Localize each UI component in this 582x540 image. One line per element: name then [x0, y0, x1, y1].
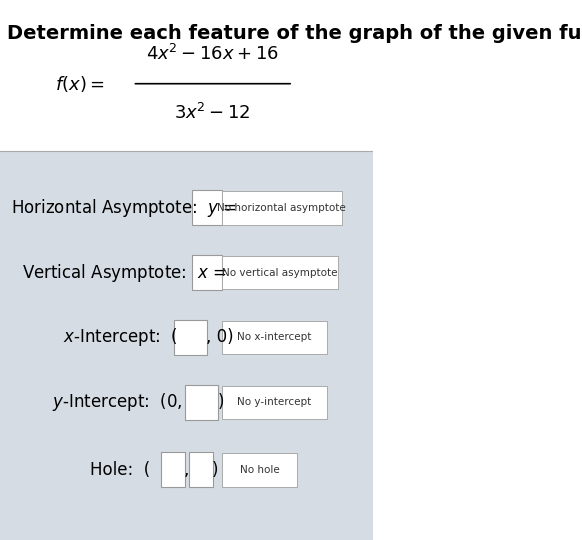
- Text: $y$-Intercept:  (0,: $y$-Intercept: (0,: [52, 392, 183, 413]
- Text: , 0): , 0): [207, 328, 234, 347]
- FancyBboxPatch shape: [0, 0, 373, 151]
- FancyBboxPatch shape: [189, 453, 213, 487]
- FancyBboxPatch shape: [161, 453, 184, 487]
- Text: ): ): [218, 393, 224, 411]
- Text: $4x^2 - 16x + 16$: $4x^2 - 16x + 16$: [146, 44, 279, 64]
- Text: No y-intercept: No y-intercept: [237, 397, 311, 407]
- FancyBboxPatch shape: [222, 191, 342, 225]
- Text: Vertical Asymptote:  $x$ =: Vertical Asymptote: $x$ =: [22, 262, 226, 284]
- Text: $3x^2 - 12$: $3x^2 - 12$: [175, 103, 251, 124]
- FancyBboxPatch shape: [192, 191, 222, 226]
- FancyBboxPatch shape: [184, 384, 218, 420]
- Text: ,: ,: [184, 461, 189, 479]
- FancyBboxPatch shape: [192, 255, 222, 291]
- Text: Determine each feature of the graph of the given function.: Determine each feature of the graph of t…: [8, 24, 582, 43]
- Text: Horizontal Asymptote:  $y$ =: Horizontal Asymptote: $y$ =: [11, 197, 237, 219]
- Text: $f(x) = $: $f(x) = $: [55, 73, 105, 94]
- FancyBboxPatch shape: [173, 320, 207, 355]
- Text: $x$-Intercept:  (: $x$-Intercept: (: [63, 327, 179, 348]
- FancyBboxPatch shape: [222, 256, 338, 289]
- FancyBboxPatch shape: [0, 151, 373, 540]
- Text: No horizontal asymptote: No horizontal asymptote: [218, 203, 346, 213]
- Text: No vertical asymptote: No vertical asymptote: [222, 268, 338, 278]
- Text: Hole:  (: Hole: (: [90, 461, 150, 479]
- FancyBboxPatch shape: [222, 321, 327, 354]
- FancyBboxPatch shape: [222, 453, 297, 487]
- Text: ): ): [212, 461, 218, 479]
- Text: No hole: No hole: [240, 465, 279, 475]
- FancyBboxPatch shape: [222, 386, 327, 419]
- Text: No x-intercept: No x-intercept: [237, 333, 311, 342]
